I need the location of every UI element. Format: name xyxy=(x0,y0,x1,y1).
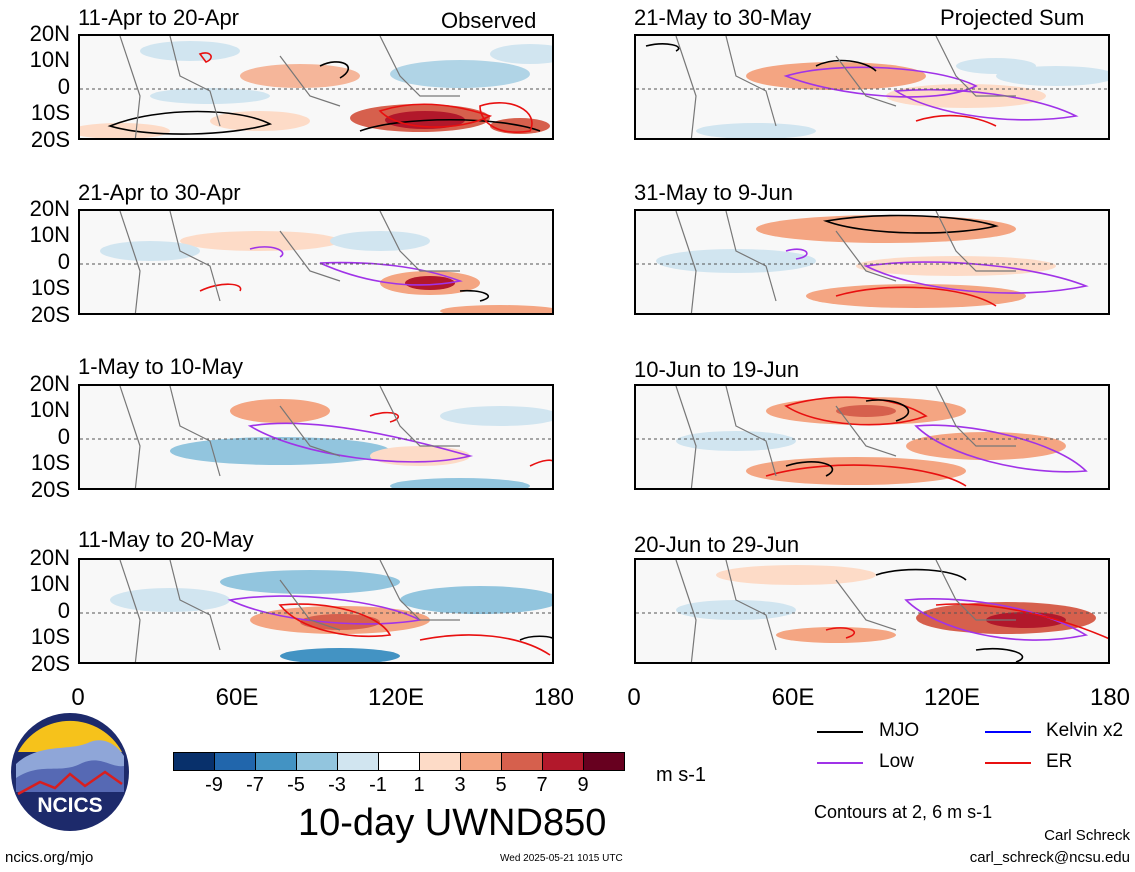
lat-label-row4-2: 0 xyxy=(57,598,70,623)
panel-title-8: 20-Jun to 29-Jun xyxy=(634,532,800,557)
colorbar-label-9: 9 xyxy=(577,774,589,796)
colorbar-label-0: -9 xyxy=(205,774,223,796)
legend-er-line xyxy=(985,762,1031,764)
legend-low-label: Low xyxy=(879,751,914,772)
lat-label-row4-4: 20S xyxy=(30,651,70,676)
main-title: 10-day UWND850 xyxy=(298,802,607,844)
lat-label-row1-0: 20N xyxy=(29,21,70,46)
colorbar-box-7 xyxy=(460,752,502,771)
panel-title-1: 11-Apr to 20-Apr xyxy=(78,5,240,30)
site-link[interactable]: ncics.org/mjo xyxy=(5,849,94,866)
lat-label-row3-1: 10N xyxy=(29,397,70,422)
colorbar-box-5 xyxy=(378,752,420,771)
lat-label-row2-3: 10S xyxy=(30,275,70,300)
lat-label-row2-2: 0 xyxy=(57,249,70,274)
colorbar-box-6 xyxy=(419,752,461,771)
colorbar-label-8: 7 xyxy=(536,774,548,796)
legend-kelvin-label: Kelvin x2 xyxy=(1046,720,1124,741)
colorbar-box-2 xyxy=(255,752,297,771)
map-panel-8 xyxy=(634,558,1110,664)
lat-label-row3-4: 20S xyxy=(30,477,70,502)
legend-mjo-label: MJO xyxy=(879,720,920,741)
lat-label-row2-1: 10N xyxy=(29,222,70,247)
legend-er-label: ER xyxy=(1046,751,1073,772)
lon-label-left-0: 0 xyxy=(71,684,85,711)
colorbar-label-6: 3 xyxy=(454,774,466,796)
author-name: Carl Schreck xyxy=(1044,827,1130,844)
map-panel-1 xyxy=(78,34,554,140)
contour-note: Contours at 2, 6 m s-1 xyxy=(814,802,993,822)
colorbar-label-4: -1 xyxy=(369,774,387,796)
map-panel-4 xyxy=(634,209,1110,315)
timestamp: Wed 2025-05-21 1015 UTC xyxy=(500,853,623,864)
panel-tag-2: Projected Sum xyxy=(940,5,1085,30)
lon-label-right-60: 60E xyxy=(771,684,815,711)
lon-label-left-120: 120E xyxy=(367,684,425,711)
lat-label-row2-0: 20N xyxy=(29,196,70,221)
lon-label-left-60: 60E xyxy=(215,684,259,711)
colorbar-label-2: -5 xyxy=(287,774,305,796)
lat-label-row1-1: 10N xyxy=(29,47,70,72)
lat-label-row4-3: 10S xyxy=(30,624,70,649)
panel-title-5: 1-May to 10-May xyxy=(78,354,244,379)
ncics-logo: NCICS xyxy=(10,712,130,832)
colorbar-box-4 xyxy=(337,752,379,771)
panel-tag-1: Observed xyxy=(441,8,537,33)
lat-label-row3-0: 20N xyxy=(29,371,70,396)
colorbar-box-0 xyxy=(173,752,215,771)
panel-title-7: 11-May to 20-May xyxy=(78,527,254,552)
colorbar-box-9 xyxy=(542,752,584,771)
map-panel-6 xyxy=(634,384,1110,490)
lon-label-right-0: 0 xyxy=(627,684,641,711)
lat-label-row1-3: 10S xyxy=(30,100,70,125)
legend-mjo-line xyxy=(817,731,863,733)
colorbar-label-7: 5 xyxy=(495,774,507,796)
colorbar-box-8 xyxy=(501,752,543,771)
lon-label-left-180: 180 xyxy=(533,684,575,711)
lat-label-row1-2: 0 xyxy=(57,74,70,99)
colorbar-box-10 xyxy=(583,752,625,771)
lon-label-right-120: 120E xyxy=(923,684,981,711)
lat-label-row4-0: 20N xyxy=(29,545,70,570)
legend-low-line xyxy=(817,762,863,764)
colorbar-box-3 xyxy=(296,752,338,771)
lat-label-row2-4: 20S xyxy=(30,302,70,327)
panel-title-4: 31-May to 9-Jun xyxy=(634,180,793,205)
panel-title-2: 21-May to 30-May xyxy=(634,5,812,30)
map-panel-7 xyxy=(78,558,554,664)
author-email: carl_schreck@ncsu.edu xyxy=(969,849,1130,866)
map-panel-5 xyxy=(78,384,554,490)
legend-kelvin-line xyxy=(985,731,1031,733)
colorbar-unit: m s-1 xyxy=(656,764,706,786)
lon-label-right-180: 180 xyxy=(1089,684,1131,711)
colorbar-label-3: -3 xyxy=(328,774,346,796)
colorbar-box-1 xyxy=(214,752,256,771)
panel-title-6: 10-Jun to 19-Jun xyxy=(634,357,800,382)
logo-text: NCICS xyxy=(37,794,102,817)
map-panel-2 xyxy=(634,34,1110,140)
map-panel-3 xyxy=(78,209,554,315)
lat-label-row1-4: 20S xyxy=(30,127,70,152)
colorbar-label-1: -7 xyxy=(246,774,264,796)
lat-label-row3-3: 10S xyxy=(30,450,70,475)
colorbar-label-5: 1 xyxy=(413,774,425,796)
lat-label-row4-1: 10N xyxy=(29,571,70,596)
lat-label-row3-2: 0 xyxy=(57,424,70,449)
panel-title-3: 21-Apr to 30-Apr xyxy=(78,180,241,205)
